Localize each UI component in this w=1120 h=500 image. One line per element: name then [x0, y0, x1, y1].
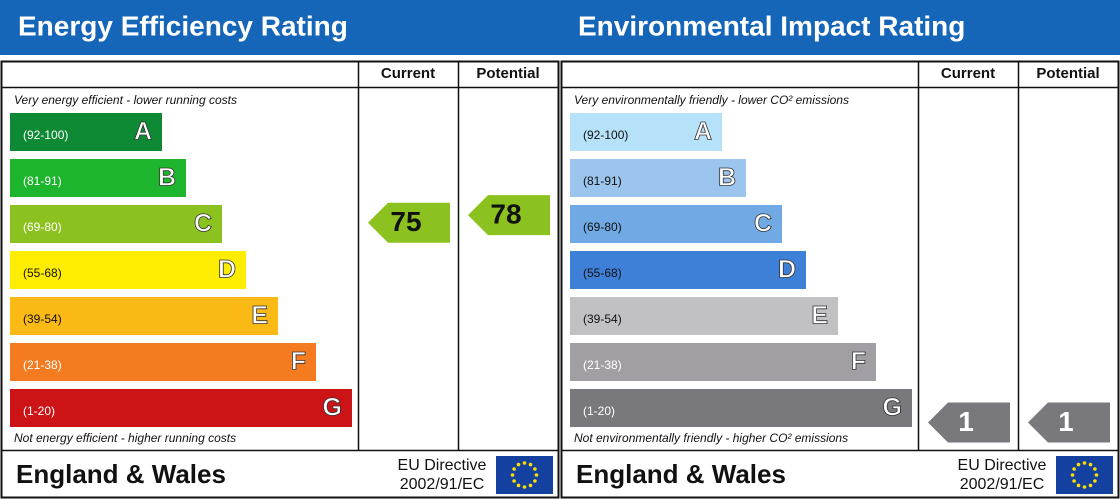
eu-star — [1082, 461, 1087, 465]
band-range: (39-54) — [23, 312, 62, 326]
band-letter: A — [134, 118, 152, 146]
band-letter: D — [218, 256, 236, 284]
band-letter: C — [194, 210, 212, 238]
band-range: (92-100) — [23, 128, 68, 142]
rating-band — [10, 389, 352, 427]
band-letter: B — [718, 164, 736, 192]
eu-star — [1088, 483, 1093, 488]
eu-star — [534, 473, 539, 477]
directive: EU Directive — [398, 457, 487, 474]
column-header: Current — [941, 65, 995, 82]
eu-star — [512, 479, 516, 483]
band-letter: G — [323, 394, 342, 422]
band-range: (92-100) — [583, 128, 628, 142]
band-range: (69-80) — [23, 220, 62, 234]
table-frame — [560, 60, 1120, 499]
rating-value: 1 — [1058, 406, 1074, 437]
top-note: Very energy efficient - lower running co… — [14, 93, 237, 107]
column-header: Potential — [476, 65, 539, 82]
rating-band — [570, 389, 912, 427]
eu-star — [1072, 479, 1076, 483]
eu-star — [1093, 479, 1097, 483]
rating-band — [570, 159, 746, 197]
region: England & Wales — [576, 459, 786, 489]
bottom-note: Not energy efficient - higher running co… — [14, 431, 236, 445]
band-range: (69-80) — [583, 220, 622, 234]
rating-value: 78 — [490, 199, 521, 230]
band-letter: G — [883, 394, 902, 422]
band-letter: D — [778, 256, 796, 284]
eu-star — [528, 483, 533, 488]
band-letter: C — [754, 210, 772, 238]
rating-band — [10, 113, 162, 151]
rating-arrow — [468, 195, 550, 236]
title-bar — [560, 0, 1120, 55]
title-bar — [0, 0, 560, 55]
panel-title: Environmental Impact Rating — [578, 10, 965, 41]
rating-band — [10, 159, 186, 197]
band-range: (39-54) — [583, 312, 622, 326]
eu-star — [516, 462, 521, 467]
band-letter: F — [851, 348, 866, 376]
rating-arrow — [368, 202, 450, 243]
band-letter: B — [158, 164, 176, 192]
band-range: (21-38) — [583, 358, 622, 372]
band-range: (1-20) — [23, 404, 55, 418]
rating-value: 75 — [390, 206, 421, 237]
rating-band — [10, 297, 278, 335]
top-note: Very environmentally friendly - lower CO… — [574, 93, 849, 107]
band-letter: E — [811, 302, 828, 330]
rating-band — [10, 343, 316, 381]
band-range: (81-91) — [583, 174, 622, 188]
rating-band — [10, 251, 246, 289]
rating-value: 1 — [958, 406, 974, 437]
band-letter: A — [694, 118, 712, 146]
eu-star — [1088, 462, 1093, 467]
column-header: Potential — [1036, 65, 1099, 82]
rating-band — [570, 113, 722, 151]
eu-star — [1072, 467, 1076, 471]
eu-star — [533, 467, 537, 471]
rating-arrow — [928, 402, 1010, 443]
band-range: (1-20) — [583, 404, 615, 418]
column-header: Current — [381, 65, 435, 82]
band-range: (21-38) — [23, 358, 62, 372]
eu-star — [512, 467, 516, 471]
band-range: (55-68) — [23, 266, 62, 280]
eu-star — [1070, 473, 1075, 477]
eu-star — [533, 479, 537, 483]
eu-star — [1076, 483, 1081, 488]
rating-arrow — [1028, 402, 1110, 443]
band-letter: F — [291, 348, 306, 376]
directive-code: 2002/91/EC — [960, 476, 1045, 493]
directive: EU Directive — [958, 457, 1047, 474]
rating-band — [570, 297, 838, 335]
rating-band — [570, 343, 876, 381]
bottom-note: Not environmentally friendly - higher CO… — [574, 431, 848, 445]
region: England & Wales — [16, 459, 226, 489]
eu-star — [1094, 473, 1099, 477]
panel-title: Energy Efficiency Rating — [18, 10, 348, 41]
rating-band — [10, 205, 222, 243]
eu-star — [1082, 485, 1087, 489]
band-letter: E — [251, 302, 268, 330]
eu-star — [522, 485, 527, 489]
rating-band — [570, 205, 782, 243]
directive-code: 2002/91/EC — [400, 476, 485, 493]
eu-star — [516, 483, 521, 488]
eu-star — [510, 473, 515, 477]
eu-star — [1076, 462, 1081, 467]
rating-band — [570, 251, 806, 289]
eu-star — [528, 462, 533, 467]
eu-star — [522, 461, 527, 465]
eu-star — [1093, 467, 1097, 471]
band-range: (81-91) — [23, 174, 62, 188]
band-range: (55-68) — [583, 266, 622, 280]
table-frame — [0, 60, 560, 499]
